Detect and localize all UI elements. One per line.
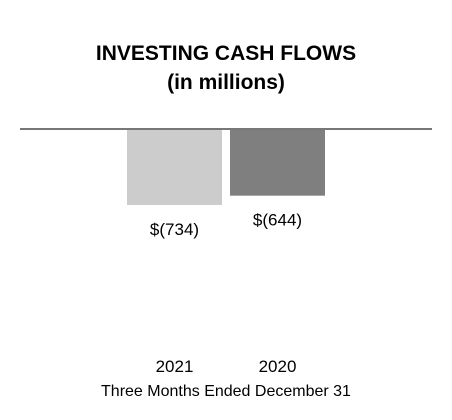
bar-2020 bbox=[230, 129, 325, 196]
data-label-2020: $(644) bbox=[253, 211, 302, 230]
x-axis-label: Three Months Ended December 31 bbox=[101, 383, 351, 400]
category-label-2021: 2021 bbox=[156, 357, 194, 376]
chart-subtitle: (in millions) bbox=[167, 71, 285, 94]
category-label-2020: 2020 bbox=[259, 357, 297, 376]
chart-title: INVESTING CASH FLOWS bbox=[95, 42, 357, 65]
data-label-2021: $(734) bbox=[150, 220, 199, 239]
bar-2021 bbox=[127, 129, 222, 205]
